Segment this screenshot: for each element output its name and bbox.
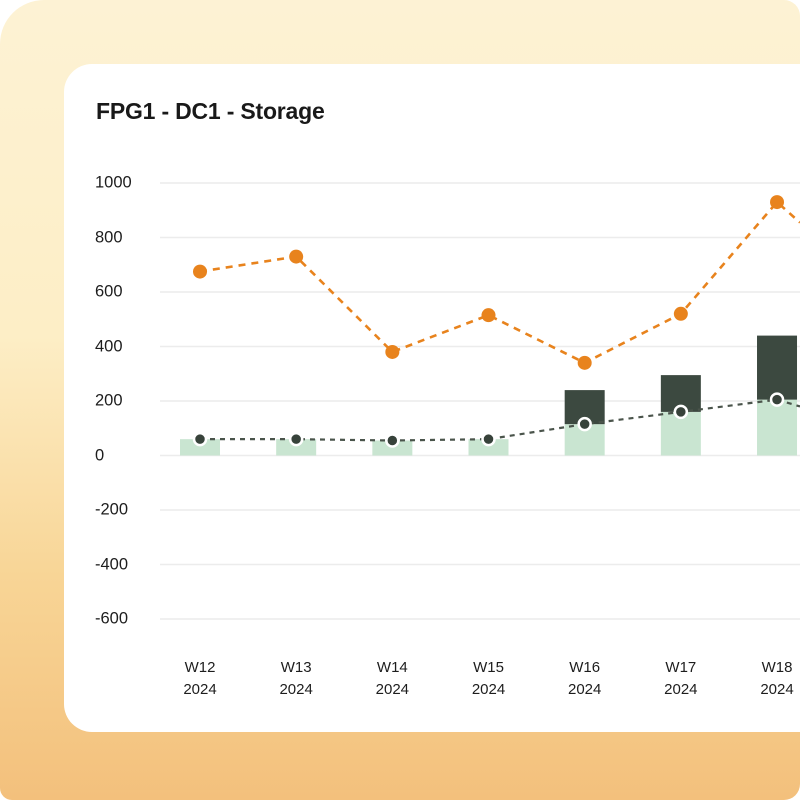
storage-lower-bar-segment bbox=[276, 439, 317, 456]
storage-lower-bar-segment bbox=[757, 399, 798, 456]
dark-dashed-line-marker bbox=[192, 431, 208, 447]
y-tick-label: -400 bbox=[95, 555, 129, 573]
y-tick-label: -600 bbox=[95, 609, 129, 628]
orange-dashed-line-marker bbox=[770, 195, 785, 210]
storage-upper-bar-segment bbox=[757, 335, 798, 400]
orange-dashed-line-marker bbox=[577, 355, 592, 370]
y-tick-label: -200 bbox=[95, 500, 129, 519]
dark-dashed-line-marker bbox=[288, 431, 304, 447]
x-tick-label: W12 2024 bbox=[183, 659, 217, 698]
orange-dashed-line-marker bbox=[481, 308, 496, 323]
y-tick-label: 600 bbox=[95, 282, 123, 301]
x-tick-label: W15 2024 bbox=[471, 659, 506, 698]
storage-lower-bar-segment bbox=[660, 411, 701, 456]
y-tick-label: 400 bbox=[95, 337, 123, 355]
dark-dashed-line-marker bbox=[673, 404, 689, 420]
orange-dashed-line-marker bbox=[385, 344, 400, 359]
storage-lower-bar-segment bbox=[372, 440, 413, 456]
dark-dashed-line-marker bbox=[385, 433, 400, 448]
y-tick-label: 200 bbox=[95, 391, 123, 410]
storage-lower-bar-segment bbox=[180, 439, 220, 456]
x-tick-label: W17 2024 bbox=[664, 659, 698, 698]
orange-dashed-line bbox=[199, 200, 800, 365]
y-tick-label: 0 bbox=[95, 446, 105, 464]
x-tick-label: W13 2024 bbox=[279, 659, 313, 698]
x-tick-label: W16 2024 bbox=[567, 659, 602, 698]
y-tick-label: 800 bbox=[95, 228, 123, 246]
dark-dashed-line-marker bbox=[481, 431, 496, 447]
orange-dashed-line-marker bbox=[289, 249, 304, 264]
y-tick-label: 1000 bbox=[95, 173, 132, 192]
dark-dashed-line-marker bbox=[577, 416, 592, 432]
x-tick-label: W14 2024 bbox=[375, 659, 410, 698]
orange-dashed-line-marker bbox=[673, 306, 688, 321]
dark-dashed-line-marker bbox=[769, 392, 785, 407]
dark-dashed-line bbox=[200, 398, 800, 442]
orange-dashed-line-marker bbox=[193, 264, 207, 279]
x-tick-label: W18 2024 bbox=[760, 659, 794, 698]
storage-lower-bar-segment bbox=[468, 439, 509, 456]
chart-title: FPG1 - DC1 - Storage bbox=[96, 98, 325, 124]
